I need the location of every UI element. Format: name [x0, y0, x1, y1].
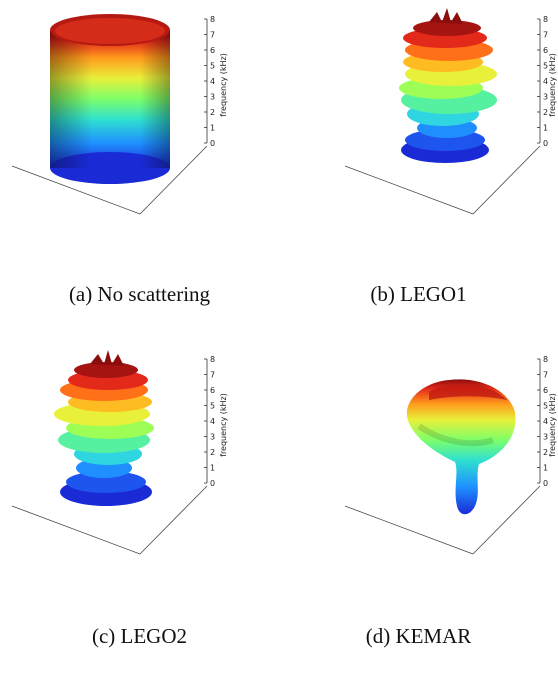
plot-c: 0 1 2 3 4 5 6 7 8 frequency (kHz) [11, 350, 228, 555]
z-tick-label: 4 [543, 417, 548, 426]
caption-a: (a) No scattering [68, 282, 211, 306]
z-tick-label: 8 [210, 355, 215, 364]
z-tick-label: 1 [210, 124, 215, 133]
floor-axis-y [139, 485, 208, 555]
z-tick-label: 5 [210, 402, 215, 411]
z-tick-label: 3 [543, 433, 548, 442]
floor-axis-x [344, 505, 474, 555]
lego1-surface [399, 8, 497, 163]
z-tick-label: 1 [210, 464, 215, 473]
panel-a: 0 1 2 3 4 5 6 7 8 frequency (kHz) (a) No scatter… [0, 0, 279, 340]
z-axis-label: frequency (kHz) [219, 393, 228, 457]
floor-axis-y [472, 485, 541, 555]
z-tick-label: 4 [210, 77, 215, 86]
caption-b: (b) LEGO1 [370, 282, 467, 306]
floor-axis-x [11, 505, 141, 555]
lego2-surface [54, 350, 154, 506]
z-tick-label: 7 [210, 371, 215, 380]
z-axis: 0 1 2 3 4 5 6 7 8 frequency (kHz) [204, 15, 228, 148]
z-axis: 0 1 2 3 4 5 6 7 8 frequency (kHz) [204, 355, 228, 488]
z-tick-label: 1 [543, 124, 548, 133]
z-tick-label: 1 [543, 464, 548, 473]
floor-axis-y [139, 145, 208, 215]
cylinder-surface [50, 14, 170, 184]
z-tick-label: 3 [543, 93, 548, 102]
z-tick-label: 7 [543, 371, 548, 380]
caption-c: (c) LEGO2 [91, 624, 188, 648]
kemar-surface [406, 379, 516, 515]
z-tick-label: 5 [210, 62, 215, 71]
z-tick-label: 6 [210, 46, 215, 55]
z-tick-label: 0 [210, 139, 215, 148]
plot-b: 0 1 2 3 4 5 6 7 8 frequency (kHz) [344, 8, 557, 215]
z-tick-label: 8 [210, 15, 215, 24]
panel-d: 0 1 2 3 4 5 6 7 8 frequency (kHz) (d) KEMAR [279, 340, 558, 680]
z-tick-label: 6 [543, 46, 548, 55]
z-tick-label: 2 [210, 448, 215, 457]
panel-c: 0 1 2 3 4 5 6 7 8 frequency (kHz) (c) LEGO2 [0, 340, 279, 680]
plot-d: 0 1 2 3 4 5 6 7 8 frequency (kHz) [344, 355, 557, 555]
z-axis-label: frequency (kHz) [548, 393, 557, 457]
z-axis: 0 1 2 3 4 5 6 7 8 frequency (kHz) [537, 15, 557, 148]
z-axis: 0 1 2 3 4 5 6 7 8 frequency (kHz) [537, 355, 557, 488]
z-tick-label: 4 [210, 417, 215, 426]
z-tick-label: 6 [543, 386, 548, 395]
z-tick-label: 3 [210, 433, 215, 442]
z-tick-label: 3 [210, 93, 215, 102]
z-axis-label: frequency (kHz) [219, 53, 228, 117]
z-tick-label: 4 [543, 77, 548, 86]
z-tick-label: 8 [543, 355, 548, 364]
z-tick-label: 6 [210, 386, 215, 395]
caption-d: (d) KEMAR [365, 624, 472, 648]
floor-axis-y [472, 145, 541, 215]
plot-a: 0 1 2 3 4 5 6 7 8 frequency (kHz) [11, 14, 228, 215]
z-tick-label: 8 [543, 15, 548, 24]
z-tick-label: 0 [543, 139, 548, 148]
panel-b: 0 1 2 3 4 5 6 7 8 frequency (kHz) (b) LEGO1 [279, 0, 558, 340]
z-tick-label: 2 [543, 108, 548, 117]
z-tick-label: 0 [210, 479, 215, 488]
z-tick-label: 7 [210, 31, 215, 40]
z-tick-label: 7 [543, 31, 548, 40]
z-tick-label: 2 [210, 108, 215, 117]
z-tick-label: 5 [543, 62, 548, 71]
z-tick-label: 2 [543, 448, 548, 457]
floor-axis-x [344, 165, 474, 215]
z-tick-label: 5 [543, 402, 548, 411]
z-axis-label: frequency (kHz) [548, 53, 557, 117]
floor-axis-x [11, 165, 141, 215]
z-tick-label: 0 [543, 479, 548, 488]
